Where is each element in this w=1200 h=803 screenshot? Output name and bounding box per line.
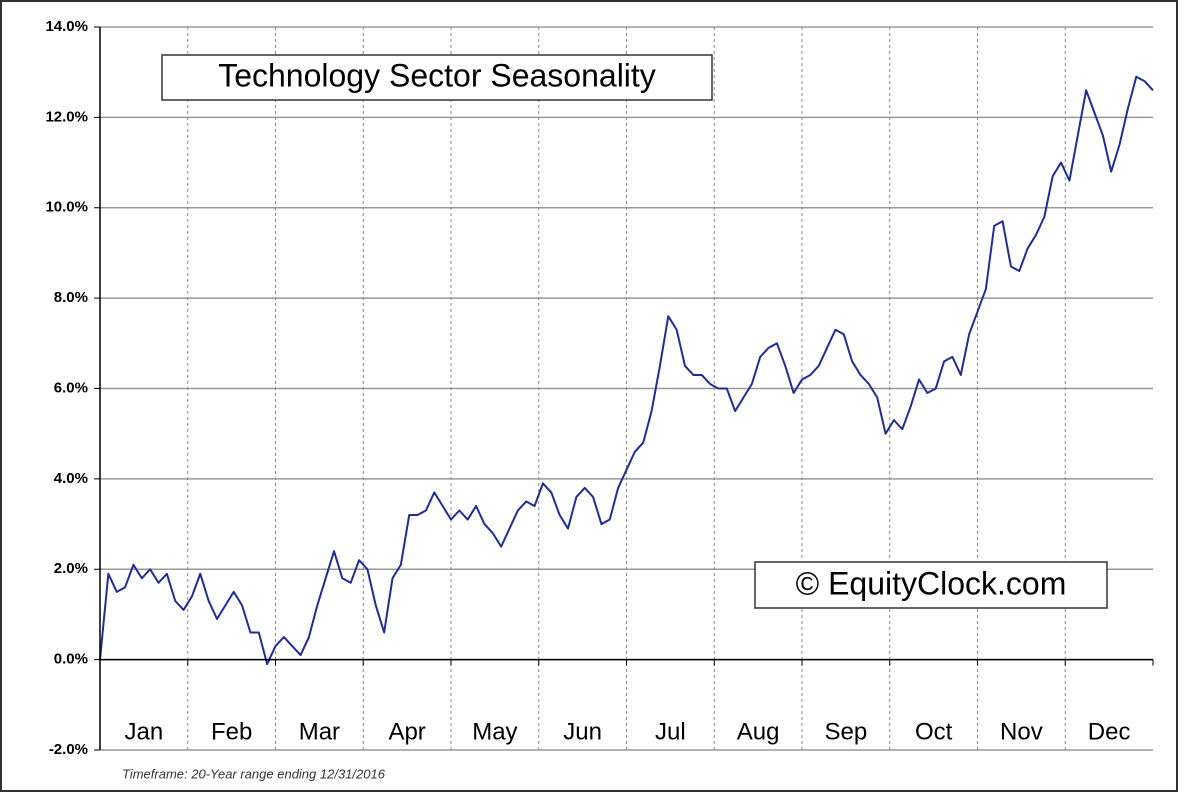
x-tick-label: Nov <box>1000 718 1043 745</box>
x-tick-label: Oct <box>915 718 953 745</box>
x-tick-label: Aug <box>737 718 780 745</box>
x-tick-label: Jan <box>125 718 164 745</box>
x-tick-label: Jun <box>563 718 602 745</box>
series-line <box>99 75 1154 666</box>
y-tick-label: -2.0% <box>49 741 88 758</box>
x-tick-label: May <box>472 718 517 745</box>
y-tick-label: 4.0% <box>54 470 88 487</box>
y-tick-label: 14.0% <box>45 18 88 35</box>
chart-title: Technology Sector Seasonality <box>218 57 656 93</box>
title-box <box>161 54 713 101</box>
y-tick-label: 0.0% <box>54 651 88 668</box>
x-tick-label: Jul <box>655 718 686 745</box>
chart-border <box>0 0 1178 792</box>
y-tick-label: 2.0% <box>54 560 88 577</box>
footnote: Timeframe: 20-Year range ending 12/31/20… <box>122 766 386 781</box>
watermark-box <box>754 561 1108 609</box>
x-tick-label: Mar <box>299 718 340 745</box>
y-tick-label: 6.0% <box>54 379 88 396</box>
y-tick-label: 8.0% <box>54 289 88 306</box>
x-tick-label: Sep <box>825 718 868 745</box>
x-tick-label: Dec <box>1088 718 1131 745</box>
x-tick-label: Apr <box>388 718 425 745</box>
y-tick-label: 10.0% <box>45 199 88 216</box>
watermark: © EquityClock.com <box>796 565 1067 601</box>
y-tick-label: 12.0% <box>45 108 88 125</box>
x-tick-label: Feb <box>211 718 252 745</box>
